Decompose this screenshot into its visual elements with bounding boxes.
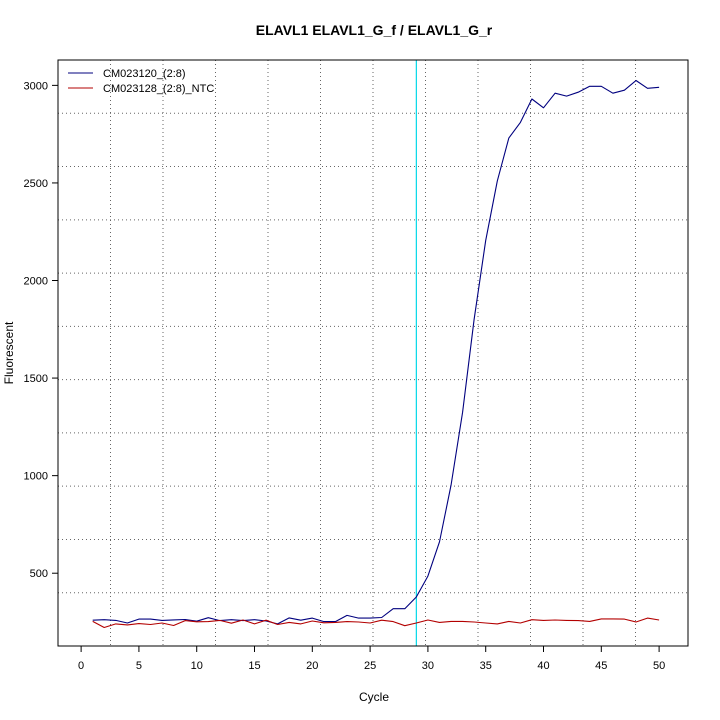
grid xyxy=(58,60,688,646)
x-tick-label: 45 xyxy=(595,660,607,672)
x-tick-label: 0 xyxy=(78,660,84,672)
y-tick-label: 500 xyxy=(30,568,48,580)
legend: CM023120_(2:8) CM023128_(2:8)_NTC xyxy=(68,68,214,95)
x-tick-label: 5 xyxy=(136,660,142,672)
x-tick-label: 25 xyxy=(364,660,376,672)
x-tick-label: 30 xyxy=(422,660,434,672)
y-tick-label: 1000 xyxy=(24,471,48,483)
y-tick-label: 3000 xyxy=(24,80,48,92)
x-tick-label: 50 xyxy=(653,660,665,672)
series-line-1 xyxy=(92,79,660,625)
series-layer xyxy=(92,79,660,629)
y-tick-label: 2500 xyxy=(24,178,48,190)
y-tick-label: 1500 xyxy=(24,373,48,385)
chart-title: ELAVL1 ELAVL1_G_f / ELAVL1_G_r xyxy=(256,22,493,38)
legend-label: CM023128_(2:8)_NTC xyxy=(103,83,214,95)
y-axis-label: Fluorescent xyxy=(2,321,16,384)
x-axis-label: Cycle xyxy=(359,690,389,704)
x-tick-label: 10 xyxy=(191,660,203,672)
x-tick-label: 35 xyxy=(480,660,492,672)
legend-label: CM023120_(2:8) xyxy=(103,68,186,80)
x-tick-label: 15 xyxy=(248,660,260,672)
y-axis: 500 1000 1500 2000 2500 3000 xyxy=(24,80,58,580)
plot-frame xyxy=(57,59,689,647)
y-tick-label: 2000 xyxy=(24,276,48,288)
series-line-2 xyxy=(92,617,660,629)
x-tick-label: 20 xyxy=(306,660,318,672)
x-tick-label: 40 xyxy=(537,660,549,672)
x-axis: 0 5 10 15 20 25 30 35 40 45 50 xyxy=(78,646,665,672)
